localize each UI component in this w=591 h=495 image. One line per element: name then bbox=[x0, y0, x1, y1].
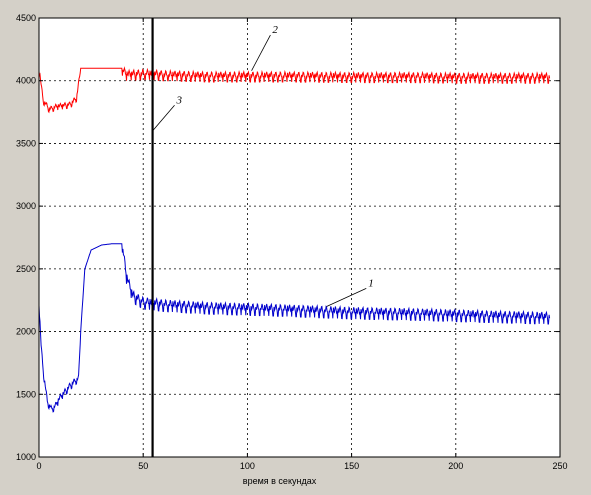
y-tick-label: 4000 bbox=[16, 76, 36, 86]
x-tick-label: 250 bbox=[552, 461, 567, 471]
x-tick-label: 0 bbox=[36, 461, 41, 471]
y-tick-label: 1500 bbox=[16, 389, 36, 399]
plot-area bbox=[39, 18, 560, 457]
y-tick-label: 4500 bbox=[16, 13, 36, 23]
annotation-label-1: 1 bbox=[368, 277, 374, 289]
annotation-label-2: 2 bbox=[272, 24, 278, 36]
annotation-leader-2 bbox=[251, 34, 271, 71]
series-2-line bbox=[38, 66, 551, 114]
x-tick-label: 150 bbox=[344, 461, 359, 471]
y-tick-label: 1000 bbox=[16, 452, 36, 462]
x-tick-label: 200 bbox=[448, 461, 463, 471]
x-tick-label: 100 bbox=[240, 461, 255, 471]
series-1-line bbox=[38, 243, 551, 413]
axes-box bbox=[38, 17, 561, 458]
annotation-label-3: 3 bbox=[176, 94, 183, 106]
x-axis-label: время в секундах bbox=[243, 476, 317, 486]
x-tick-label: 50 bbox=[138, 461, 148, 471]
y-tick-label: 3500 bbox=[16, 138, 36, 148]
y-tick-label: 3000 bbox=[16, 201, 36, 211]
annotation-leader-3 bbox=[152, 105, 175, 132]
y-tick-label: 2500 bbox=[16, 264, 36, 274]
annotation-leader-1 bbox=[326, 288, 367, 307]
y-tick-label: 2000 bbox=[16, 327, 36, 337]
